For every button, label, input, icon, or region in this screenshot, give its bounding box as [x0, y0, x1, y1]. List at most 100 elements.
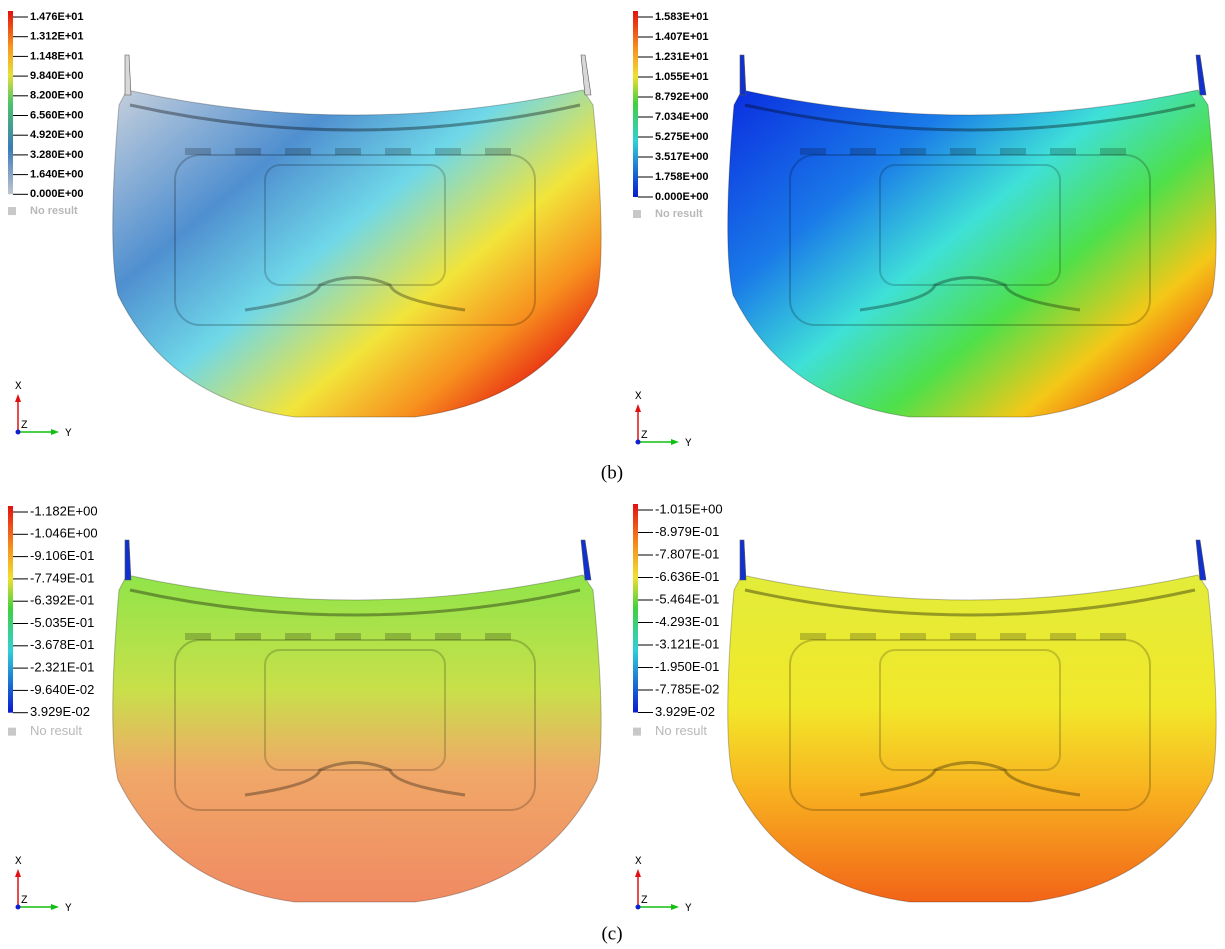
legend-label: 1.231E+01: [655, 51, 709, 63]
no-result-swatch: [8, 728, 16, 736]
y-arrowhead: [51, 429, 59, 435]
hood-slot: [335, 633, 361, 640]
legend-bar: [633, 504, 638, 713]
legend-label: 1.407E+01: [655, 31, 709, 43]
x-axis-label: X: [635, 391, 642, 403]
hood-slot: [900, 148, 926, 155]
no-result-swatch: [8, 207, 16, 215]
legend-bar: [633, 11, 638, 197]
legend-label: 3.280E+00: [30, 149, 84, 161]
hood-slot: [435, 148, 461, 155]
no-result-label: No result: [655, 723, 707, 738]
legend-label: 3.929E-02: [655, 704, 715, 719]
hood-slot: [185, 148, 211, 155]
legend-label: -2.321E-01: [30, 660, 94, 675]
no-result-label: No result: [655, 208, 703, 220]
hood-slot: [900, 633, 926, 640]
z-axis-label: Z: [641, 430, 648, 442]
hood-slot: [1050, 148, 1076, 155]
hood-slot: [1100, 148, 1126, 155]
legend-label: -4.293E-01: [655, 614, 719, 629]
hood-contour: [113, 55, 601, 417]
legend-label: 3.929E-02: [30, 704, 90, 719]
legend-label: -7.785E-02: [655, 681, 719, 696]
hood-slot: [1000, 148, 1026, 155]
legend-label: 3.517E+00: [655, 151, 709, 163]
hood-shape: [728, 90, 1216, 417]
hood-slot: [335, 148, 361, 155]
hood-slot: [285, 633, 311, 640]
no-result-label: No result: [30, 723, 82, 738]
panel: -1.182E+00-1.046E+00-9.106E-01-7.749E-01…: [8, 503, 601, 914]
hood-slot: [1050, 633, 1076, 640]
legend-label: 1.758E+00: [655, 171, 709, 183]
legend-label: 8.792E+00: [655, 91, 709, 103]
axis-triad: XZY: [635, 391, 692, 450]
x-axis-label: X: [15, 381, 22, 393]
hood-slot: [950, 633, 976, 640]
legend-label: -1.950E-01: [655, 659, 719, 674]
legend-label: -7.749E-01: [30, 570, 94, 585]
legend-label: -3.678E-01: [30, 637, 94, 652]
legend-label: 4.920E+00: [30, 129, 84, 141]
legend-label: 1.148E+01: [30, 50, 84, 62]
hood-slot: [235, 633, 261, 640]
legend-label: 6.560E+00: [30, 109, 84, 121]
hood-shape: [113, 90, 601, 417]
hood-slot: [485, 633, 511, 640]
hood-slot: [285, 148, 311, 155]
legend-label: -5.464E-01: [655, 591, 719, 606]
legend-label: -8.979E-01: [655, 524, 719, 539]
y-axis-label: Y: [685, 903, 692, 915]
z-axis-dot: [16, 905, 21, 910]
legend-bar: [8, 506, 13, 713]
legend-label: 7.034E+00: [655, 111, 709, 123]
legend-bar: [8, 11, 13, 194]
y-arrowhead: [671, 904, 679, 910]
legend-label: -5.035E-01: [30, 615, 94, 630]
legend-label: 1.312E+01: [30, 31, 84, 43]
hinge: [740, 540, 746, 580]
no-result-label: No result: [30, 205, 78, 217]
legend-label: 1.055E+01: [655, 71, 709, 83]
no-result-swatch: [633, 210, 641, 218]
hood-slot: [385, 148, 411, 155]
hinge: [1196, 55, 1206, 95]
hinge: [1196, 540, 1206, 580]
caption: (b): [601, 462, 623, 483]
legend-label: 0.000E+00: [655, 191, 709, 203]
legend-label: -1.015E+00: [655, 501, 723, 516]
x-arrowhead: [15, 869, 21, 877]
z-axis-dot: [636, 440, 641, 445]
y-arrowhead: [51, 904, 59, 910]
legend-label: 1.640E+00: [30, 169, 84, 181]
hinge: [125, 55, 131, 95]
axis-triad: XZY: [635, 856, 692, 915]
panel: -1.015E+00-8.979E-01-7.807E-01-6.636E-01…: [633, 501, 1216, 914]
panel: 1.583E+011.407E+011.231E+011.055E+018.79…: [633, 11, 1216, 450]
hood-slot: [950, 148, 976, 155]
hood-slot: [800, 148, 826, 155]
hood-shape: [113, 575, 601, 902]
legend-label: -3.121E-01: [655, 636, 719, 651]
legend-label: -7.807E-01: [655, 546, 719, 561]
legend-label: -1.046E+00: [30, 526, 98, 541]
legend-label: -9.106E-01: [30, 548, 94, 563]
hood-slot: [1000, 633, 1026, 640]
axis-triad: XZY: [15, 381, 72, 440]
no-result-swatch: [633, 728, 641, 736]
hinge: [125, 540, 131, 580]
hinge: [581, 55, 591, 95]
hood-slot: [800, 633, 826, 640]
figure: 1.476E+011.312E+011.148E+019.840E+008.20…: [0, 0, 1225, 949]
hood-contour: [113, 540, 601, 902]
x-axis-label: X: [15, 856, 22, 868]
hood-slot: [850, 148, 876, 155]
legend-label: -9.640E-02: [30, 682, 94, 697]
legend-label: 1.476E+01: [30, 11, 84, 23]
x-arrowhead: [635, 869, 641, 877]
legend-label: 9.840E+00: [30, 70, 84, 82]
caption: (c): [601, 923, 622, 944]
x-arrowhead: [635, 404, 641, 412]
hood-shape: [728, 575, 1216, 902]
